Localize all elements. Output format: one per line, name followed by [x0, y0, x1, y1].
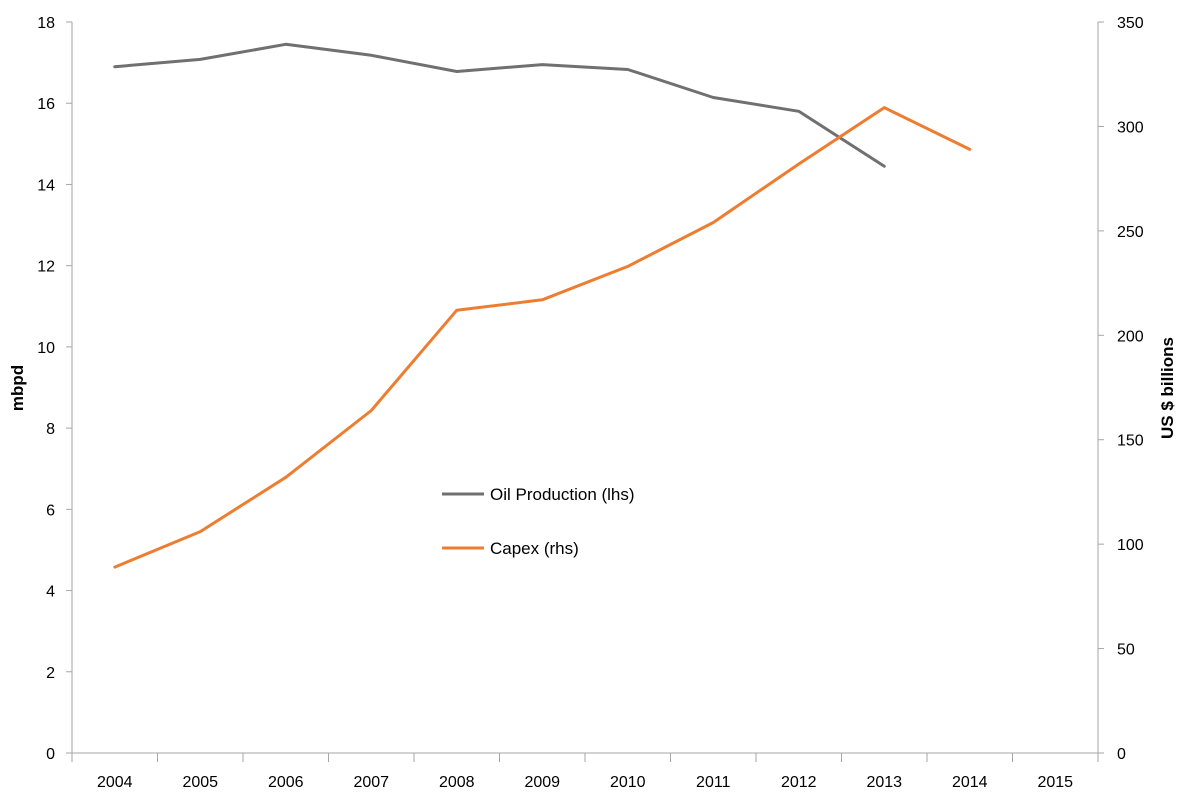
legend-label: Capex (rhs) — [490, 539, 579, 558]
x-tick-label: 2004 — [97, 774, 133, 791]
y-tick-label: 14 — [37, 177, 55, 194]
y-tick-label: 16 — [37, 96, 55, 113]
x-tick-label: 2005 — [182, 774, 218, 791]
y2-tick-label: 100 — [1117, 537, 1144, 554]
y-tick-label: 18 — [37, 15, 55, 32]
y-tick-label: 6 — [46, 502, 55, 519]
x-tick-label: 2012 — [781, 774, 817, 791]
y-tick-label: 2 — [46, 665, 55, 682]
x-tick-label: 2007 — [353, 774, 389, 791]
y-tick-label: 12 — [37, 259, 55, 276]
x-tick-label: 2009 — [524, 774, 560, 791]
y2-axis-title: US $ billions — [1158, 337, 1177, 439]
y-axis-title: mbpd — [8, 365, 27, 411]
y2-tick-label: 50 — [1117, 642, 1135, 659]
x-tick-label: 2013 — [866, 774, 902, 791]
y2-tick-label: 250 — [1117, 224, 1144, 241]
y-tick-label: 0 — [46, 746, 55, 763]
series-line — [113, 42, 886, 168]
y-tick-label: 4 — [46, 584, 55, 601]
y-tick-label: 8 — [46, 421, 55, 438]
x-tick-label: 2011 — [696, 774, 731, 791]
x-tick-label: 2008 — [439, 774, 475, 791]
legend: Oil Production (lhs) Capex (rhs) — [442, 485, 635, 558]
x-tick-label: 2014 — [952, 774, 988, 791]
axes: 0 2 4 6 8 10 12 14 16 18 0 50 100 150 200 250 300 350 2004… — [37, 15, 1144, 791]
y2-tick-label: 200 — [1117, 328, 1144, 345]
x-tick-label: 2015 — [1037, 774, 1073, 791]
y2-tick-label: 150 — [1117, 433, 1144, 450]
series-line — [113, 106, 972, 569]
x-tick-label: 2010 — [610, 774, 646, 791]
y-tick-label: 10 — [37, 340, 55, 357]
y2-tick-label: 0 — [1117, 746, 1126, 763]
series-lines — [113, 42, 972, 569]
y2-tick-label: 300 — [1117, 119, 1144, 136]
y2-tick-label: 350 — [1117, 15, 1144, 32]
x-tick-label: 2006 — [268, 774, 304, 791]
legend-label: Oil Production (lhs) — [490, 485, 635, 504]
